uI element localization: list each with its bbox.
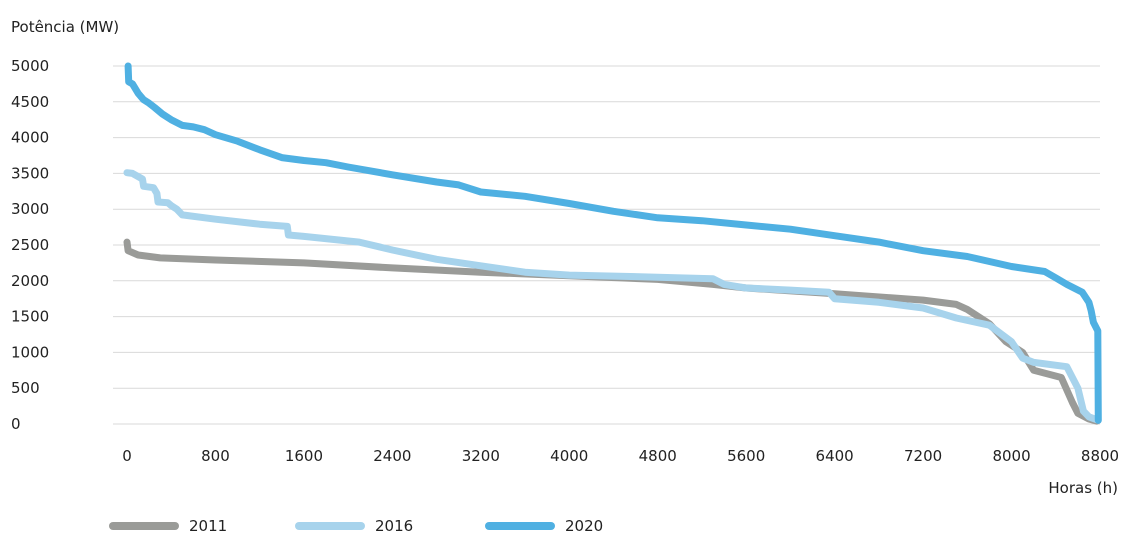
x-tick-label: 800 — [201, 447, 230, 465]
y-tick-label: 4500 — [11, 93, 49, 111]
x-tick-labels: 0 800 1600 2400 3200 4000 4800 5600 6400 7200 8000… — [122, 447, 1119, 465]
y-axis-title: Potência (MW) — [11, 18, 119, 36]
grid-lines — [113, 65, 1100, 425]
y-tick-label: 500 — [11, 379, 40, 397]
y-tick-label: 0 — [11, 415, 21, 433]
x-axis-title: Horas (h) — [1048, 479, 1118, 497]
x-tick-label: 1600 — [285, 447, 323, 465]
x-tick-label: 8800 — [1081, 447, 1119, 465]
legend-label-2011: 2011 — [189, 517, 227, 535]
series-line-2016 — [123, 169, 1101, 424]
y-tick-label: 2500 — [11, 236, 49, 254]
y-tick-label: 4000 — [11, 129, 49, 147]
x-tick-label: 3200 — [462, 447, 500, 465]
y-tick-label: 3500 — [11, 164, 49, 182]
x-tick-label: 0 — [122, 447, 132, 465]
legend-label-2016: 2016 — [375, 517, 413, 535]
y-tick-label: 1500 — [11, 308, 49, 326]
series-lines — [123, 62, 1102, 425]
x-tick-label: 7200 — [904, 447, 942, 465]
y-tick-label: 5000 — [11, 57, 49, 75]
y-tick-label: 1000 — [11, 343, 49, 361]
legend-label-2020: 2020 — [565, 517, 603, 535]
y-tick-label: 2000 — [11, 272, 49, 290]
x-tick-label: 2400 — [373, 447, 411, 465]
legend: 2011 2016 2020 — [109, 517, 603, 535]
x-tick-label: 8000 — [992, 447, 1030, 465]
series-line-2011 — [123, 238, 1101, 425]
x-tick-label: 4800 — [639, 447, 677, 465]
y-tick-label: 3000 — [11, 200, 49, 218]
x-tick-label: 4000 — [550, 447, 588, 465]
series-line-2020 — [124, 62, 1102, 424]
x-tick-label: 5600 — [727, 447, 765, 465]
y-tick-labels: 0 500 1000 1500 2000 2500 3000 3500 4000 4500 5000 — [11, 57, 49, 433]
x-tick-label: 6400 — [816, 447, 854, 465]
